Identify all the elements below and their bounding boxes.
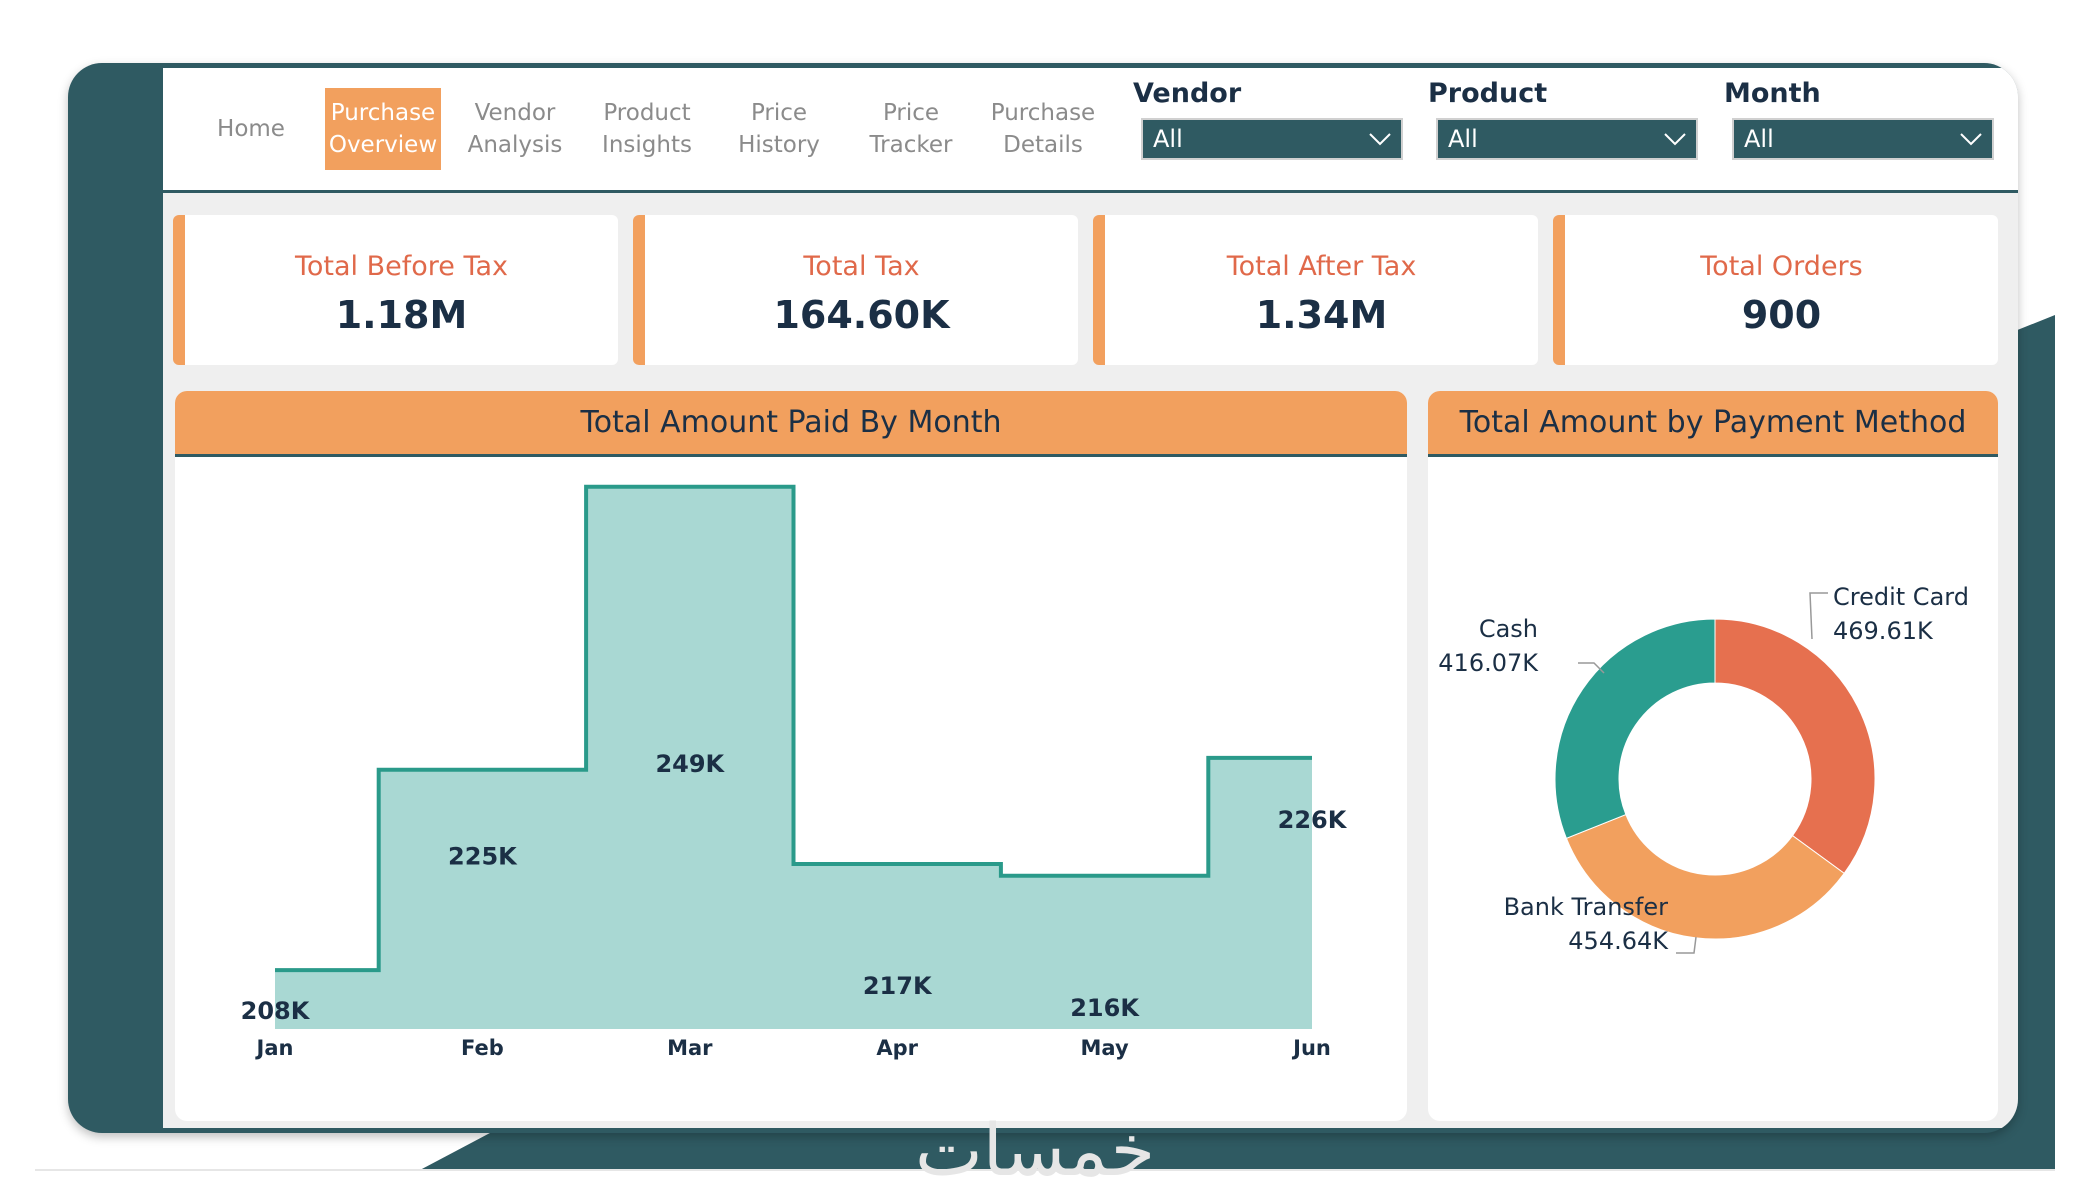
payment-method-chart: Credit Card 469.61K Bank Transfer 454.64K Ca…: [1438, 583, 1969, 955]
payment-method-chart-title: Total Amount by Payment Method: [1428, 391, 1998, 457]
tab-price-tracker[interactable]: Price Tracker: [869, 100, 953, 158]
x-tick-label: Apr: [876, 1036, 918, 1060]
kpi-value: 1.34M: [1255, 293, 1388, 337]
monthly-amount-chart-title: Total Amount Paid By Month: [175, 391, 1407, 457]
top-navigation: Home Purchase Overview Vendor Analysis P…: [163, 68, 2018, 193]
vendor-filter: Vendor All: [1133, 78, 1403, 160]
kpi-value: 1.18M: [335, 293, 468, 337]
x-tick-label: Feb: [461, 1036, 504, 1060]
x-tick-label: Jun: [1291, 1036, 1331, 1060]
x-tick-label: Mar: [667, 1036, 713, 1060]
payment-method-card: Total Amount by Payment Method Credit Ca…: [1428, 391, 1998, 1121]
slice-label: Bank Transfer: [1504, 893, 1669, 921]
product-filter-label: Product: [1428, 78, 1548, 109]
slice-label: Credit Card: [1833, 583, 1969, 611]
month-select[interactable]: All: [1732, 118, 1994, 160]
slice-label: Cash: [1479, 615, 1538, 643]
tab-purchase-overview[interactable]: Purchase Overview: [325, 88, 441, 170]
data-label: 226K: [1278, 806, 1348, 834]
product-filter: Product All: [1428, 78, 1698, 160]
month-filter-label: Month: [1724, 78, 1821, 109]
tab-product-insights[interactable]: Product Insights: [602, 100, 692, 158]
month-select-value: All: [1744, 125, 1774, 153]
leader-line: [1809, 592, 1828, 640]
donut-slice: [1714, 618, 1876, 875]
leader-line: [1578, 662, 1605, 674]
slice-value-label: 454.64K: [1568, 927, 1669, 955]
product-select[interactable]: All: [1436, 118, 1698, 160]
slice-value-label: 469.61K: [1833, 617, 1934, 645]
nav-tabs: Home Purchase Overview Vendor Analysis P…: [193, 88, 1101, 170]
vendor-select[interactable]: All: [1141, 118, 1403, 160]
kpi-label: Total Orders: [1700, 251, 1863, 282]
data-label: 225K: [448, 843, 518, 871]
donut-slice: [1565, 813, 1845, 940]
tab-home[interactable]: Home: [217, 116, 285, 142]
kpi-label: Total Before Tax: [294, 251, 509, 282]
slice-value-label: 416.07K: [1438, 649, 1539, 677]
x-tick-label: May: [1081, 1036, 1129, 1060]
tab-purchase-details[interactable]: Purchase Details: [990, 100, 1096, 158]
dashboard-panel: Home Purchase Overview Vendor Analysis P…: [163, 68, 2018, 1128]
monthly-amount-chart: 208K 225K 249K 217K 216K 226K Jan Feb Mar Apr May J…: [241, 484, 1348, 1060]
kpi-label: Total Tax: [803, 251, 920, 282]
vendor-select-value: All: [1153, 125, 1183, 153]
kpi-total-orders: Total Orders 900: [1553, 215, 1998, 365]
dashboard-frame: Home Purchase Overview Vendor Analysis P…: [68, 63, 2018, 1133]
x-tick-label: Jan: [255, 1036, 294, 1060]
product-select-value: All: [1448, 125, 1478, 153]
kpi-total-before-tax: Total Before Tax 1.18M: [173, 215, 618, 365]
monthly-amount-card: Total Amount Paid By Month 208K 225K 249K 2…: [175, 391, 1407, 1121]
kpi-label: Total After Tax: [1226, 251, 1417, 282]
tab-price-history[interactable]: Price History: [738, 100, 820, 158]
watermark: خمسات: [915, 1108, 1156, 1192]
kpi-total-after-tax: Total After Tax 1.34M: [1093, 215, 1538, 365]
kpi-value: 900: [1741, 293, 1822, 337]
kpi-value: 164.60K: [773, 293, 950, 337]
data-label: 208K: [241, 997, 311, 1025]
data-label: 217K: [863, 972, 933, 1000]
kpi-total-tax: Total Tax 164.60K: [633, 215, 1078, 365]
chevron-down-icon: [1664, 133, 1686, 146]
month-filter: Month All: [1724, 78, 1994, 160]
chevron-down-icon: [1960, 133, 1982, 146]
leader-line: [1676, 936, 1697, 954]
chevron-down-icon: [1369, 133, 1391, 146]
vendor-filter-label: Vendor: [1133, 78, 1242, 109]
tab-vendor-analysis[interactable]: Vendor Analysis: [467, 100, 563, 158]
area-line: [275, 484, 1312, 973]
data-label: 216K: [1070, 994, 1140, 1022]
donut-slice: [1554, 618, 1716, 839]
data-label: 249K: [655, 750, 725, 778]
